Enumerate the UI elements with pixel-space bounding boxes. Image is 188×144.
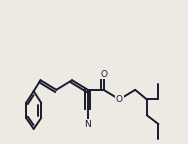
Text: O: O bbox=[100, 70, 107, 79]
Text: O: O bbox=[116, 95, 123, 104]
Text: N: N bbox=[84, 120, 91, 129]
